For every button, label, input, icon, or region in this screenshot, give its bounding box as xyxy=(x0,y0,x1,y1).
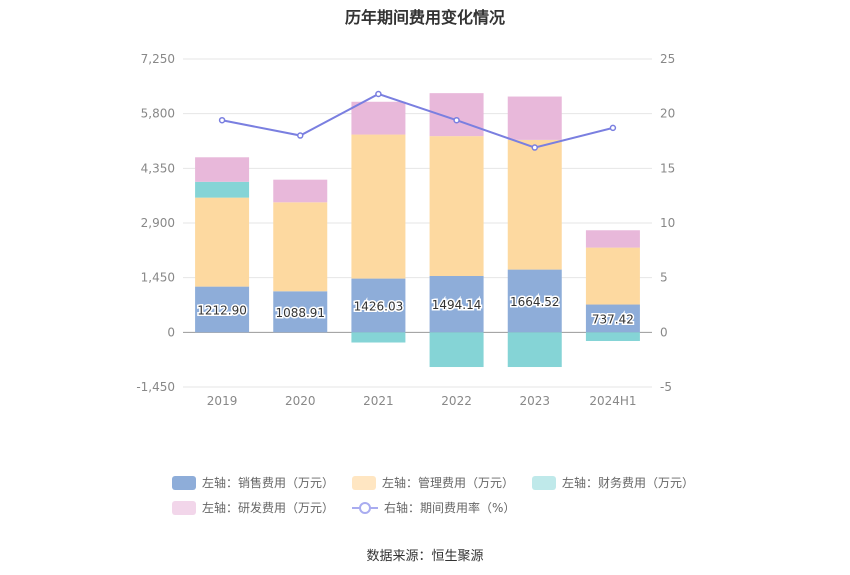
legend-item-rate[interactable]: 右轴：期间费用率（%） xyxy=(352,499,515,516)
x-tick-label: 2019 xyxy=(207,394,238,408)
bar-sales-2023 xyxy=(507,269,562,333)
bar-admin-2020 xyxy=(273,202,328,292)
right-tick-label: 0 xyxy=(660,325,668,339)
data-label-layer: 1212.90 1088.91 1426.03 1494.14 1664.52 737.4… xyxy=(196,293,636,327)
legend-label-admin: 左轴：管理费用（万元） xyxy=(382,476,515,490)
chart-plot: -1,450 0 1,450 2,900 4,350 5,800 7,250 -5 0 5 10 1… xyxy=(136,52,675,408)
data-label-sales: 1212.90 xyxy=(197,303,247,317)
x-tick-label: 2023 xyxy=(519,394,550,408)
right-tick-label: -5 xyxy=(660,380,672,394)
legend-item-finance[interactable]: 左轴：财务费用（万元） xyxy=(532,474,694,491)
rate-point-2023 xyxy=(531,144,538,151)
bar-finance-2019 xyxy=(195,181,250,198)
bar-finance-2022 xyxy=(429,332,484,368)
legend-swatch-rd xyxy=(172,500,196,515)
left-tick-label: 0 xyxy=(167,325,175,339)
left-tick-label: 7,250 xyxy=(141,52,175,66)
bar-admin-2019 xyxy=(195,197,250,287)
right-tick-label: 25 xyxy=(660,52,675,66)
right-axis-ticks: -5 0 5 10 15 20 25 xyxy=(660,52,675,394)
legend-label-rd: 左轴：研发费用（万元） xyxy=(202,501,335,515)
chart-title: 历年期间费用变化情况 xyxy=(344,8,505,27)
bar-sales-2021 xyxy=(351,278,406,333)
legend-item-rd[interactable]: 左轴：研发费用（万元） xyxy=(172,499,334,516)
data-label-sales: 1426.03 xyxy=(354,299,404,313)
legend-item-sales[interactable]: 左轴：销售费用（万元） xyxy=(172,474,334,491)
bar-sales-2022 xyxy=(429,276,484,333)
x-axis-ticks: 2019 2020 2021 2022 2023 2024H1 xyxy=(207,394,637,408)
left-tick-label: 1,450 xyxy=(141,271,175,285)
gridlines xyxy=(183,58,652,388)
bar-sales-2020 xyxy=(273,291,328,333)
bar-layer xyxy=(195,93,640,368)
legend-row-2: 左轴：研发费用（万元） 右轴：期间费用率（%） xyxy=(172,499,515,516)
data-label-sales: 1664.52 xyxy=(510,295,560,309)
rate-point-2022 xyxy=(453,116,460,124)
bar-rd-2024H1 xyxy=(585,230,640,248)
data-label-sales: 1088.91 xyxy=(275,306,325,320)
bar-finance-2023 xyxy=(507,332,562,368)
rate-point-2021 xyxy=(375,90,382,98)
bar-finance-2021 xyxy=(351,332,406,343)
legend-label-finance: 左轴：财务费用（万元） xyxy=(562,476,695,490)
rate-point-2019 xyxy=(218,116,226,124)
x-tick-label: 2024H1 xyxy=(589,394,636,408)
left-tick-label: 2,900 xyxy=(141,216,175,230)
data-label-sales: 1494.14 xyxy=(432,298,482,312)
bar-sales-2024H1 xyxy=(585,304,640,333)
rate-line xyxy=(221,92,614,149)
legend-swatch-admin xyxy=(352,475,377,490)
bar-admin-2023 xyxy=(507,139,562,270)
bar-rd-2020 xyxy=(273,179,328,203)
bar-rd-2023 xyxy=(507,96,562,140)
bar-admin-2024H1 xyxy=(585,247,640,305)
left-tick-label: -1,450 xyxy=(136,380,175,394)
data-label-sales: 737.42 xyxy=(592,312,634,326)
legend-swatch-finance xyxy=(532,475,557,490)
bar-admin-2022 xyxy=(429,136,484,277)
x-tick-label: 2020 xyxy=(285,394,316,408)
right-tick-label: 5 xyxy=(660,271,668,285)
bar-rd-2019 xyxy=(195,157,250,182)
left-axis-ticks: -1,450 0 1,450 2,900 4,350 5,800 7,250 xyxy=(136,52,175,394)
left-tick-label: 4,350 xyxy=(141,161,175,175)
legend-swatch-sales xyxy=(172,475,196,490)
rate-point-2024H1 xyxy=(609,124,617,132)
legend-swatch-rate xyxy=(352,501,379,514)
legend-row-1: 左轴：销售费用（万元） 左轴：管理费用（万元） 左轴：财务费用（万元） xyxy=(172,474,694,491)
legend-item-admin[interactable]: 左轴：管理费用（万元） xyxy=(352,474,514,491)
bar-finance-2024H1 xyxy=(585,332,640,342)
right-tick-label: 20 xyxy=(660,107,675,121)
rate-line-layer xyxy=(218,90,617,151)
right-tick-label: 15 xyxy=(660,161,675,175)
left-tick-label: 5,800 xyxy=(141,107,175,121)
right-tick-label: 10 xyxy=(660,216,675,230)
x-tick-label: 2021 xyxy=(363,394,394,408)
rate-point-2020 xyxy=(297,132,304,139)
bar-rd-2021 xyxy=(351,101,406,135)
legend-label-rate: 右轴：期间费用率（%） xyxy=(384,501,516,515)
bar-sales-2019 xyxy=(195,286,250,333)
legend-label-sales: 左轴：销售费用（万元） xyxy=(202,476,335,490)
bar-admin-2021 xyxy=(351,134,406,279)
x-tick-label: 2022 xyxy=(441,394,472,408)
source-note: 数据来源：恒生聚源 xyxy=(366,549,484,564)
